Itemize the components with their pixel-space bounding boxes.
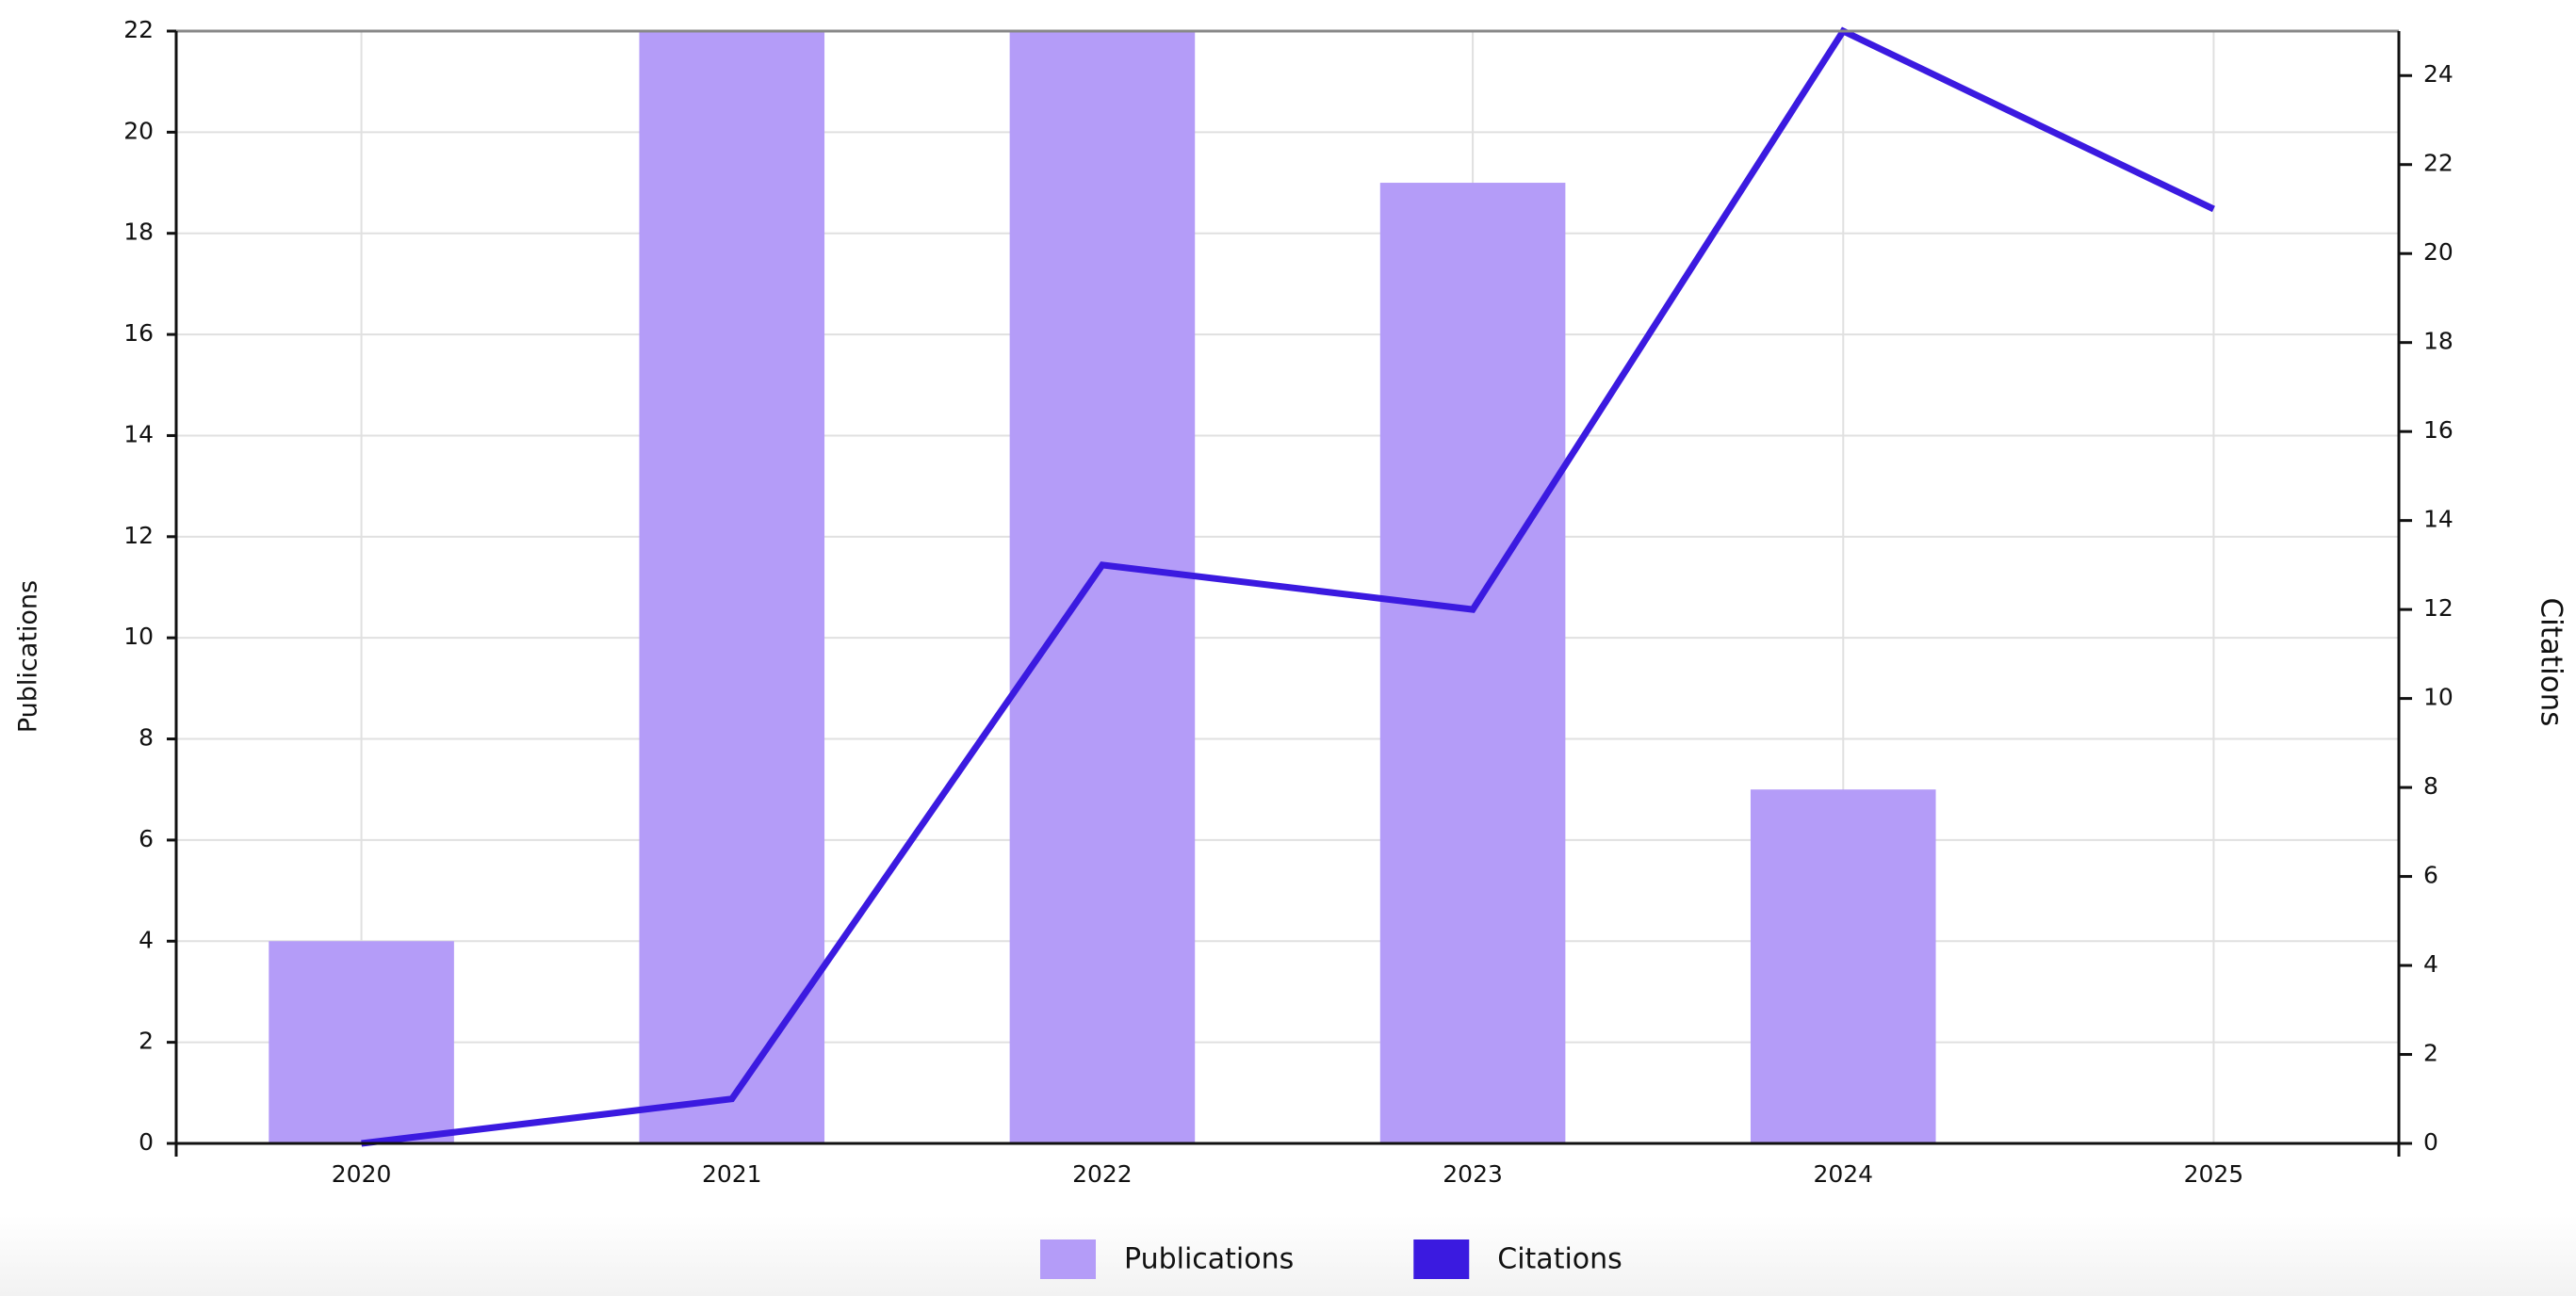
y-tick-label: 20 xyxy=(123,117,154,144)
axes: 0246810121416182022024681012141618202224… xyxy=(123,16,2454,1188)
y-axis-title: Publications xyxy=(14,580,43,733)
y-tick-label: 2 xyxy=(139,1028,154,1055)
y2-tick-label: 12 xyxy=(2423,594,2454,622)
x-tick-label: 2021 xyxy=(702,1160,762,1188)
y2-tick-label: 16 xyxy=(2423,416,2454,444)
y2-tick-label: 22 xyxy=(2423,150,2454,177)
legend-swatch xyxy=(1040,1239,1096,1279)
y-tick-label: 6 xyxy=(139,825,154,852)
y2-tick-label: 20 xyxy=(2423,238,2454,266)
bar xyxy=(1750,789,1936,1143)
y-tick-label: 12 xyxy=(123,522,154,549)
y-tick-label: 10 xyxy=(123,623,154,650)
marks xyxy=(269,26,2215,1147)
y2-tick-label: 0 xyxy=(2423,1128,2438,1156)
bar xyxy=(1379,183,1566,1143)
y-tick-label: 16 xyxy=(123,319,154,347)
bar xyxy=(639,31,825,1143)
y2-tick-label: 14 xyxy=(2423,506,2454,533)
legend-label: Publications xyxy=(1124,1243,1294,1276)
x-tick-label: 2020 xyxy=(332,1160,392,1188)
line xyxy=(361,26,2215,1147)
footer-shade xyxy=(0,1215,2576,1296)
y-tick-label: 18 xyxy=(123,219,154,246)
y-tick-label: 4 xyxy=(139,926,154,953)
bar xyxy=(1009,31,1196,1143)
x-tick-label: 2022 xyxy=(1072,1160,1133,1188)
y2-tick-label: 4 xyxy=(2423,950,2438,978)
x-tick-label: 2023 xyxy=(1443,1160,1503,1188)
y2-tick-label: 18 xyxy=(2423,328,2454,355)
legend-label: Citations xyxy=(1497,1243,1622,1276)
y2-tick-label: 24 xyxy=(2423,60,2454,88)
x-tick-label: 2025 xyxy=(2184,1160,2244,1188)
legend: Publications Citations xyxy=(1040,1239,1622,1279)
bar xyxy=(269,941,454,1143)
y-tick-label: 0 xyxy=(139,1128,154,1156)
y2-axis-title: Citations xyxy=(2535,598,2568,727)
x-tick-label: 2024 xyxy=(1813,1160,1873,1188)
y-tick-label: 8 xyxy=(139,724,154,752)
y-tick-label: 14 xyxy=(123,420,154,447)
y2-tick-label: 2 xyxy=(2423,1040,2438,1067)
legend-swatch xyxy=(1413,1239,1470,1279)
y-tick-label: 22 xyxy=(123,16,154,43)
y2-tick-label: 6 xyxy=(2423,862,2438,889)
y2-tick-label: 10 xyxy=(2423,684,2454,711)
y2-tick-label: 8 xyxy=(2423,772,2438,800)
